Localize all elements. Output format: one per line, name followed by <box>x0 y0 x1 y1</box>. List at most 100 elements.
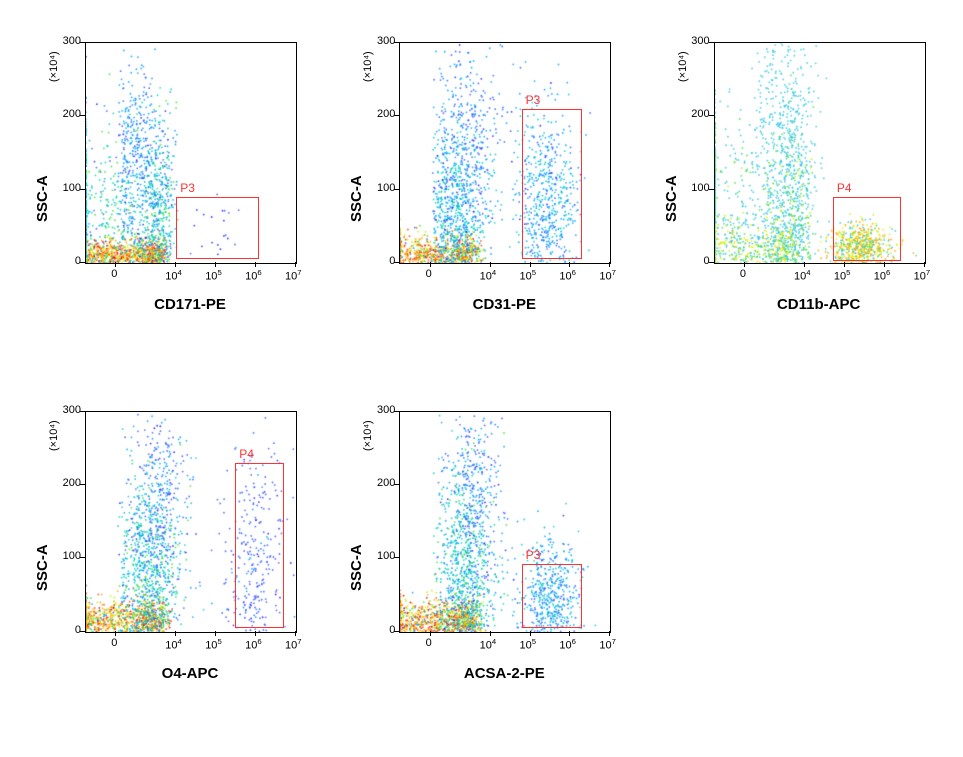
y-tick-label: 0 <box>365 255 395 267</box>
y-tick-label: 0 <box>365 624 395 636</box>
x-tick <box>530 262 531 267</box>
x-tick-label: 104 <box>794 268 811 283</box>
gate-rect <box>833 197 901 261</box>
x-tick <box>215 262 216 267</box>
x-tick-label: 0 <box>426 637 432 649</box>
y-tick-label: 300 <box>365 404 395 416</box>
x-tick <box>569 631 570 636</box>
y-tick-label: 200 <box>365 108 395 120</box>
scatter-panel: P3 SSC-A (×10⁴) 0 100 200 300 0 104 105 106 107 CD31… <box>334 30 628 359</box>
x-tick-label: 107 <box>285 637 302 652</box>
gate-label: P4 <box>837 181 852 195</box>
x-tick <box>215 631 216 636</box>
gate-rect <box>235 463 284 628</box>
y-tick-label: 200 <box>365 477 395 489</box>
x-tick-label: 105 <box>520 268 537 283</box>
x-tick-label: 105 <box>205 268 222 283</box>
y-tick-label: 200 <box>51 477 81 489</box>
x-tick-label: 105 <box>520 637 537 652</box>
plot-area: P4 <box>714 42 926 264</box>
gate-label: P3 <box>526 93 541 107</box>
plot-area: P3 <box>85 42 297 264</box>
y-tick-label: 0 <box>51 255 81 267</box>
x-axis-label: CD31-PE <box>399 296 609 313</box>
plot-area: P3 <box>399 411 611 633</box>
y-tick-label: 300 <box>365 35 395 47</box>
y-axis-label: SSC-A <box>348 544 365 591</box>
x-axis-label: ACSA-2-PE <box>399 665 609 682</box>
x-tick-label: 0 <box>740 268 746 280</box>
empty-cell <box>649 399 943 728</box>
x-tick-label: 106 <box>245 268 262 283</box>
scatter-panel: P4 SSC-A (×10⁴) 0 100 200 300 0 104 105 106 107 CD11… <box>649 30 943 359</box>
y-axis-label: SSC-A <box>348 176 365 223</box>
x-tick <box>255 262 256 267</box>
x-tick-label: 105 <box>834 268 851 283</box>
x-tick <box>430 262 431 267</box>
y-tick-label: 300 <box>51 35 81 47</box>
y-axis-multiplier: (×10⁴) <box>48 51 60 82</box>
gate-rect <box>522 564 583 628</box>
x-tick <box>175 631 176 636</box>
x-tick <box>609 262 610 267</box>
y-tick-label: 200 <box>51 108 81 120</box>
x-tick <box>115 262 116 267</box>
gate-rect <box>176 197 259 259</box>
x-tick-label: 106 <box>874 268 891 283</box>
x-axis-label: CD171-PE <box>85 296 295 313</box>
x-tick-label: 107 <box>599 637 616 652</box>
gate-label: P4 <box>239 447 254 461</box>
y-tick-label: 100 <box>365 550 395 562</box>
y-tick-label: 200 <box>680 108 710 120</box>
x-tick-label: 0 <box>111 637 117 649</box>
y-tick-label: 0 <box>51 624 81 636</box>
x-tick <box>295 262 296 267</box>
x-axis-label: O4-APC <box>85 665 295 682</box>
scatter-panel: P3 SSC-A (×10⁴) 0 100 200 300 0 104 105 106 107 ACSA… <box>334 399 628 728</box>
x-tick-label: 104 <box>480 637 497 652</box>
scatter-panel: P4SSC-A(×10⁴)01002003000104105106107O4-A… <box>20 399 314 728</box>
x-tick-label: 105 <box>205 637 222 652</box>
x-tick-label: 107 <box>599 268 616 283</box>
x-tick <box>924 262 925 267</box>
x-tick-label: 106 <box>559 637 576 652</box>
gate-rect <box>522 109 583 259</box>
x-tick <box>804 262 805 267</box>
x-tick-label: 0 <box>426 268 432 280</box>
x-tick <box>609 631 610 636</box>
y-tick-label: 300 <box>680 35 710 47</box>
y-axis-multiplier: (×10⁴) <box>677 51 689 82</box>
x-tick <box>115 631 116 636</box>
y-axis-label: SSC-A <box>663 176 680 223</box>
y-tick-label: 0 <box>680 255 710 267</box>
y-axis-label: SSC-A <box>34 544 51 591</box>
flow-cytometry-grid: P3 SSC-A (×10⁴) 0 100 200 300 0 104 105 106 107 CD17… <box>0 0 963 757</box>
x-tick-label: 106 <box>245 637 262 652</box>
y-axis-label: SSC-A <box>34 176 51 223</box>
x-tick-label: 106 <box>559 268 576 283</box>
y-axis-multiplier: (×10⁴) <box>48 420 60 451</box>
x-tick <box>430 631 431 636</box>
y-axis-multiplier: (×10⁴) <box>362 51 374 82</box>
x-tick-label: 104 <box>165 268 182 283</box>
x-tick-label: 104 <box>480 268 497 283</box>
x-axis-label: CD11b-APC <box>714 296 924 313</box>
x-tick <box>490 262 491 267</box>
x-tick <box>744 262 745 267</box>
y-tick-label: 100 <box>365 182 395 194</box>
x-tick-label: 0 <box>111 268 117 280</box>
x-tick <box>530 631 531 636</box>
x-tick-label: 107 <box>914 268 931 283</box>
x-tick <box>490 631 491 636</box>
y-tick-label: 100 <box>680 182 710 194</box>
y-tick-label: 100 <box>51 550 81 562</box>
gate-label: P3 <box>526 548 541 562</box>
x-tick <box>844 262 845 267</box>
y-axis-multiplier: (×10⁴) <box>362 420 374 451</box>
y-tick-label: 300 <box>51 404 81 416</box>
scatter-panel: P3SSC-A(×10⁴)01002003000104105106107CD17… <box>20 30 314 359</box>
gate-label: P3 <box>180 181 195 195</box>
plot-area: P3 <box>399 42 611 264</box>
x-tick <box>569 262 570 267</box>
x-tick-label: 107 <box>285 268 302 283</box>
